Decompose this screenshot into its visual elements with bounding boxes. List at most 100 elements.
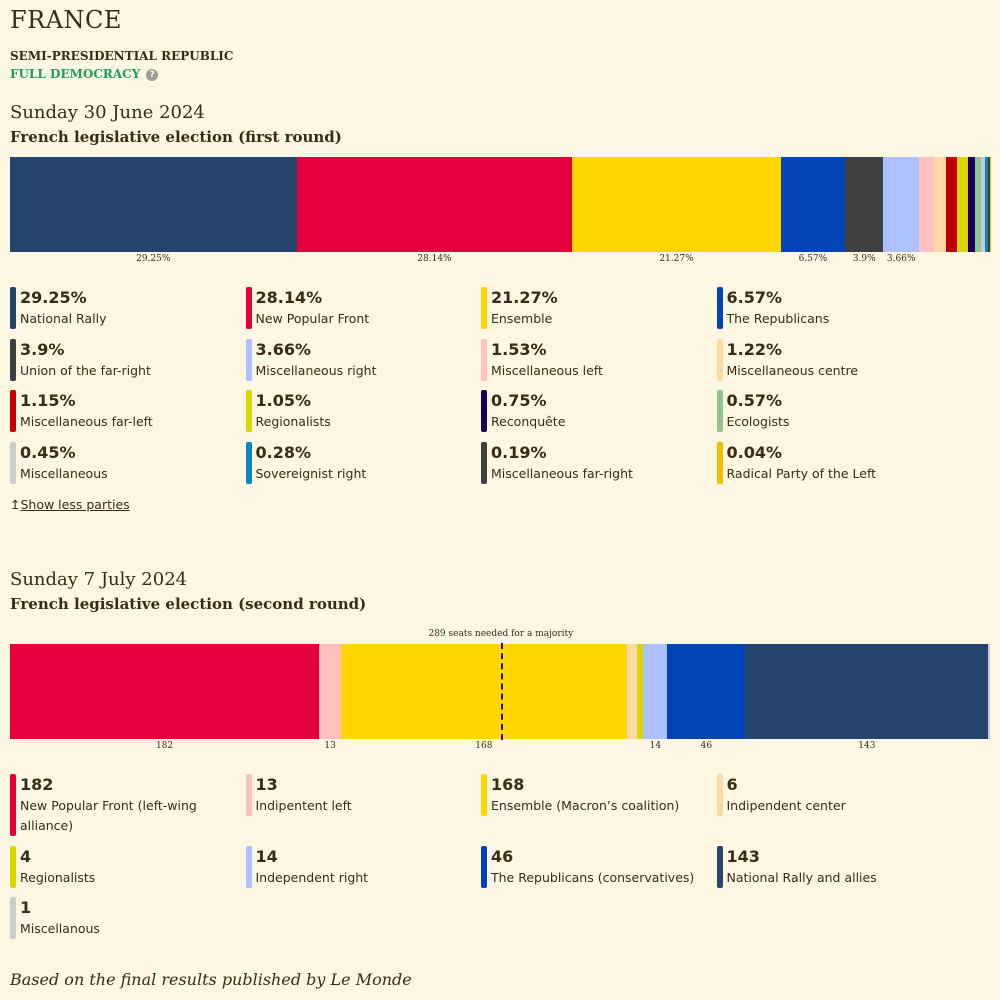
- legend-value: 21.27%: [491, 288, 558, 307]
- legend-swatch: [10, 442, 16, 484]
- bar-segment[interactable]: [934, 157, 947, 252]
- legend-item: 0.45% Miscellaneous: [10, 442, 245, 484]
- democracy-status: FULL DEMOCRACY?: [10, 67, 159, 81]
- round2-title: French legislative election (second roun…: [10, 595, 367, 613]
- legend-party-name: Union of the far-right: [20, 363, 151, 378]
- legend-value: 3.66%: [255, 340, 312, 359]
- bar-segment[interactable]: [667, 644, 746, 739]
- legend-item: 0.19% Miscellaneous far-right: [481, 442, 716, 484]
- legend-party-name: New Popular Front: [255, 311, 370, 326]
- legend-value: 1.53%: [491, 340, 547, 359]
- round2-stacked-bar: [10, 644, 990, 739]
- bar-value-label: 29.25%: [136, 254, 171, 264]
- bar-segment[interactable]: [745, 644, 989, 739]
- bar-segment[interactable]: [10, 644, 320, 739]
- legend-swatch: [481, 287, 487, 329]
- question-circle-icon[interactable]: ?: [146, 69, 159, 81]
- legend-item: 29.25% National Rally: [10, 287, 245, 329]
- legend-swatch: [481, 390, 487, 432]
- legend-item: 168 Ensemble (Macron’s coalition): [481, 774, 716, 816]
- legend-party-name: Ensemble (Macron’s coalition): [491, 798, 680, 813]
- bar-segment[interactable]: [957, 157, 968, 252]
- bar-segment[interactable]: [946, 157, 958, 252]
- legend-swatch: [716, 442, 723, 484]
- bar-segment[interactable]: [980, 157, 985, 252]
- legend-party-name: Indipentent left: [255, 798, 352, 813]
- legend-party-name: Regionalists: [255, 414, 331, 429]
- legend-swatch: [716, 287, 723, 329]
- legend-party-name: National Rally and allies: [726, 870, 877, 885]
- legend-swatch: [245, 846, 252, 888]
- legend-item: 6 Indipendent center: [716, 774, 952, 816]
- bar-segment[interactable]: [296, 157, 573, 252]
- bar-segment[interactable]: [780, 157, 846, 252]
- legend-party-name: Ensemble: [491, 311, 553, 326]
- legend-swatch: [716, 774, 723, 816]
- legend-swatch: [10, 846, 16, 888]
- bar-value-label: 28.14%: [417, 254, 452, 264]
- bar-value-label: 3.9%: [852, 254, 876, 264]
- bar-segment[interactable]: [572, 157, 781, 252]
- majority-label: 289 seats needed for a majority: [428, 629, 574, 639]
- legend-swatch: [10, 897, 16, 939]
- bar-segment[interactable]: [919, 157, 935, 252]
- bar-value-label: 46: [700, 741, 713, 751]
- legend-party-name: Miscellaneous far-left: [20, 414, 153, 429]
- legend-value: 46: [491, 847, 514, 866]
- legend-party-name: New Popular Front (left-wing alliance): [20, 798, 197, 833]
- legend-swatch: [245, 287, 252, 329]
- legend-swatch: [716, 390, 723, 432]
- legend-party-name: Miscellaneous right: [255, 363, 377, 378]
- bar-value-label: 21.27%: [659, 254, 694, 264]
- legend-party-name: Independent right: [255, 870, 369, 885]
- legend-value: 1.05%: [255, 391, 312, 410]
- legend-value: 13: [255, 775, 278, 794]
- bar-segment[interactable]: [845, 157, 884, 252]
- bar-segment[interactable]: [626, 644, 637, 739]
- bar-segment[interactable]: [636, 644, 644, 739]
- legend-item: 1.22% Miscellaneous centre: [716, 339, 952, 381]
- bar-segment[interactable]: [319, 644, 342, 739]
- legend-swatch: [245, 774, 252, 816]
- legend-party-name: The Republicans: [726, 311, 830, 326]
- legend-value: 3.9%: [20, 340, 65, 359]
- legend-party-name: Ecologists: [726, 414, 790, 429]
- democracy-label: FULL DEMOCRACY: [10, 67, 141, 81]
- bar-segment[interactable]: [984, 157, 988, 252]
- legend-value: 0.57%: [726, 391, 783, 410]
- legend-value: 0.19%: [491, 443, 547, 462]
- legend-party-name: Reconquête: [491, 414, 566, 429]
- bar-segment[interactable]: [883, 157, 920, 252]
- show-less-parties-label: Show less parties: [20, 497, 130, 512]
- legend-party-name: National Rally: [20, 311, 107, 326]
- legend-value: 29.25%: [20, 288, 87, 307]
- show-less-parties-link[interactable]: ↥Show less parties: [10, 497, 130, 512]
- legend-party-name: Miscellaneous centre: [726, 363, 859, 378]
- legend-item: 0.28% Sovereignist right: [245, 442, 481, 484]
- round2-bar-labels: 182 13 168 14 46 143: [10, 741, 990, 755]
- legend-value: 6: [726, 775, 738, 794]
- legend-swatch: [481, 774, 487, 816]
- bar-segment[interactable]: [10, 157, 297, 252]
- bar-value-label: 3.66%: [886, 254, 916, 264]
- bar-segment[interactable]: [643, 644, 668, 739]
- bar-segment[interactable]: [988, 644, 990, 739]
- legend-item: 1 Miscellanous: [10, 897, 245, 939]
- round1-stacked-bar: [10, 157, 990, 252]
- bar-segment[interactable]: [967, 157, 975, 252]
- majority-line: [500, 643, 503, 740]
- legend-item: 182 New Popular Front (left-wing alliance…: [10, 774, 245, 836]
- bar-segment[interactable]: [341, 644, 627, 739]
- bar-segment[interactable]: [974, 157, 981, 252]
- legend-swatch: [481, 442, 487, 484]
- legend-item: 13 Indipentent left: [245, 774, 481, 816]
- legend-swatch: [245, 339, 252, 381]
- round2-date: Sunday 7 July 2024: [10, 569, 188, 590]
- legend-swatch: [10, 287, 16, 329]
- legend-value: 0.75%: [491, 391, 547, 410]
- legend-item: 21.27% Ensemble: [481, 287, 716, 329]
- bar-segment[interactable]: [987, 157, 990, 252]
- bar-value-label: 13: [324, 741, 336, 751]
- legend-item: 143 National Rally and allies: [716, 846, 952, 888]
- legend-party-name: Indipendent center: [726, 798, 846, 813]
